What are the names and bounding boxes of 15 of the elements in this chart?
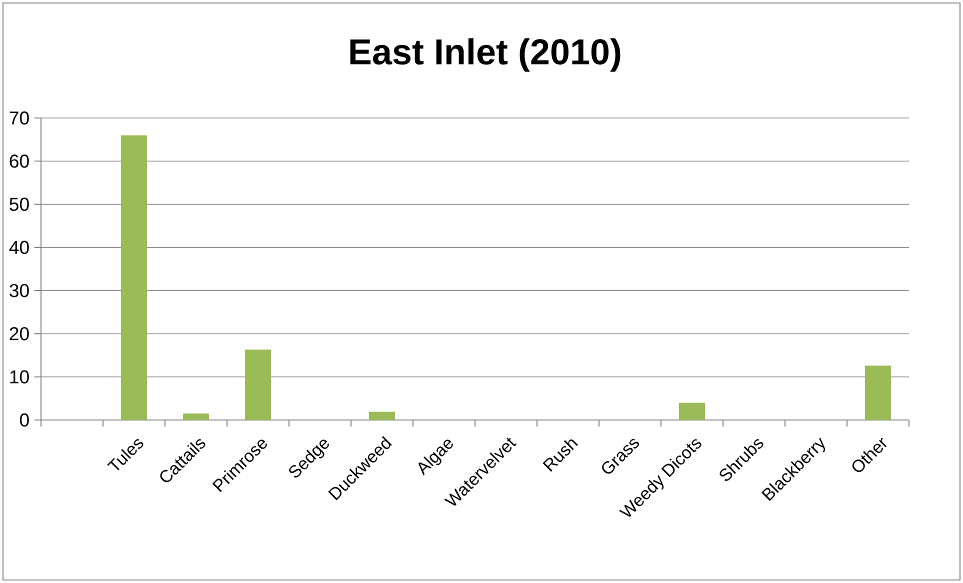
y-tick-label: 50: [10, 198, 29, 211]
y-tick-label: 10: [10, 370, 29, 384]
chart-title: East Inlet (2010): [350, 38, 620, 72]
y-tick-label: 30: [10, 284, 29, 298]
y-tick-label: 20: [10, 327, 29, 340]
y-tick-label: 60: [10, 154, 29, 168]
y-tick-label: 0: [20, 413, 29, 427]
y-tick-label: 40: [9, 240, 29, 254]
y-tick-label: 70: [10, 111, 29, 125]
bar: [369, 412, 396, 420]
bar: [679, 402, 706, 420]
bar: [865, 366, 892, 420]
bar: [121, 135, 148, 420]
bar: [183, 414, 210, 420]
bar: [245, 350, 272, 420]
